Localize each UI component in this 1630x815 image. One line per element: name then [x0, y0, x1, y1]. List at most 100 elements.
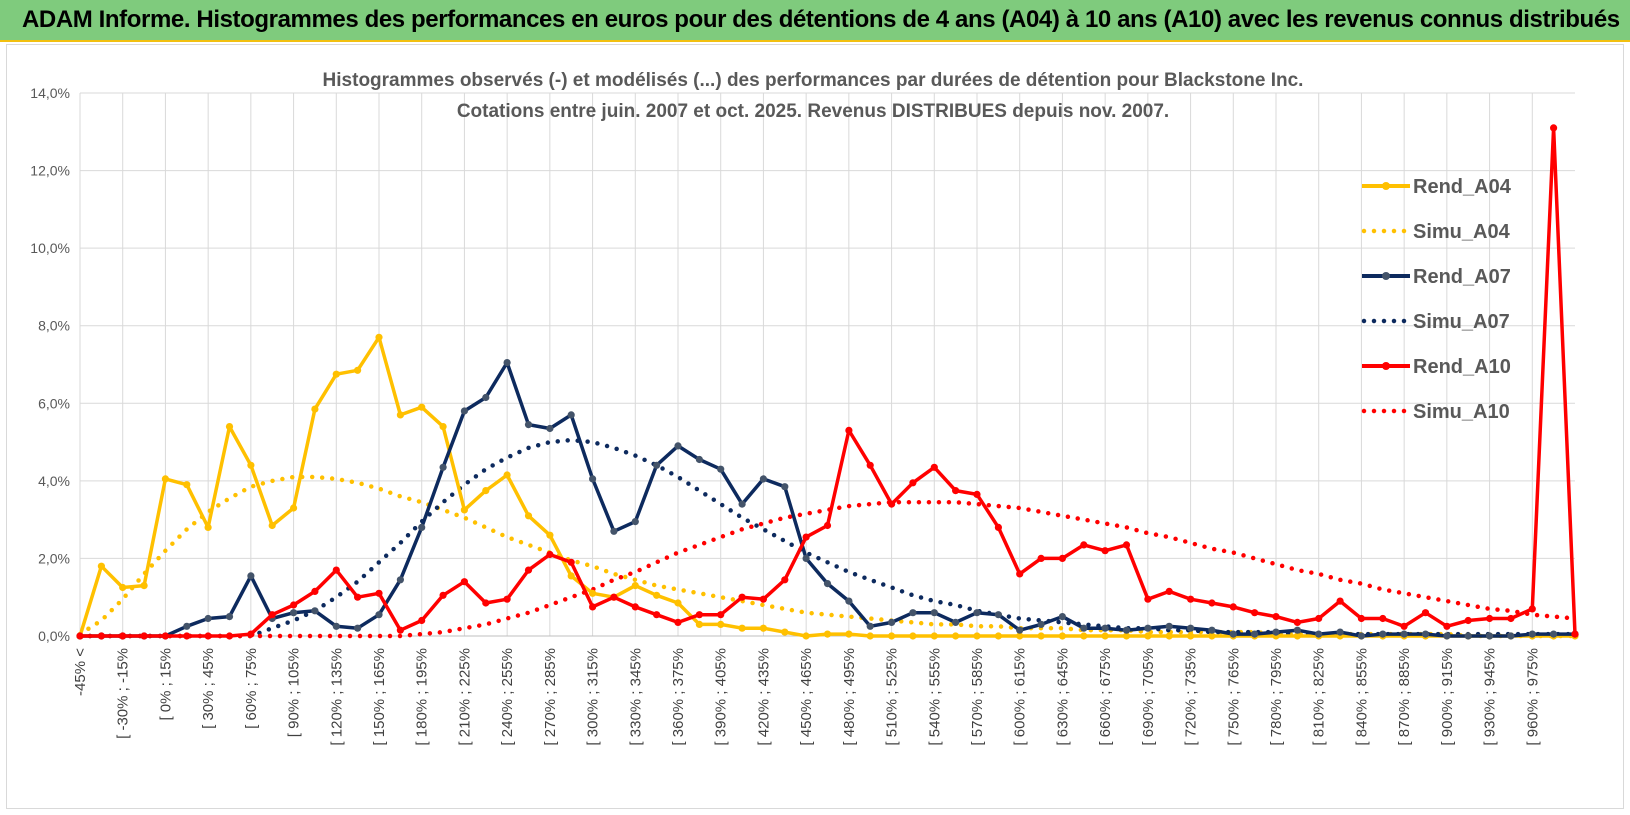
data-point [1421, 609, 1430, 617]
data-point [1550, 124, 1558, 132]
data-point [1165, 587, 1173, 596]
data-point [1080, 624, 1088, 632]
legend-item-simu-a07: Simu_A07 [1361, 311, 1510, 333]
data-point [225, 613, 234, 621]
data-point [1122, 626, 1131, 634]
data-point [674, 618, 682, 627]
data-point [1058, 613, 1066, 621]
data-point [994, 523, 1003, 532]
data-point [1336, 597, 1344, 605]
data-point [973, 490, 981, 498]
data-point [1251, 609, 1259, 617]
data-point [439, 591, 447, 599]
chart-frame [6, 44, 1624, 809]
data-point [952, 632, 960, 640]
data-point [589, 589, 597, 597]
x-tick-label: [ 690% ; 705% [1140, 648, 1157, 746]
data-point [332, 370, 340, 378]
data-point [1037, 632, 1045, 640]
legend-item-rend-a04: Rend_A04 [1362, 176, 1512, 198]
x-tick-label: [ 960% ; 975% [1524, 648, 1541, 746]
data-point [439, 463, 447, 471]
data-point [717, 465, 725, 473]
legend-label: Simu_A10 [1413, 401, 1510, 423]
legend-item-rend-a10: Rend_A10 [1362, 356, 1511, 378]
data-point [119, 632, 127, 640]
x-tick-label: [ 270% ; 285% [542, 648, 559, 746]
data-point [738, 500, 746, 508]
data-point [973, 609, 981, 617]
data-point [1101, 547, 1109, 555]
data-point [396, 411, 404, 419]
data-point [589, 475, 597, 483]
data-point [524, 421, 533, 429]
data-point [503, 595, 511, 603]
data-point [1016, 632, 1024, 640]
data-point [204, 614, 212, 623]
data-point [930, 463, 938, 471]
data-point [695, 611, 704, 619]
data-point [1187, 595, 1195, 603]
x-tick-label: [ 150% ; 165% [371, 648, 388, 746]
data-point [781, 628, 789, 636]
x-tick-label: [ 600% ; 615% [1012, 648, 1029, 746]
data-point [994, 611, 1003, 619]
x-tick-label: [ 30% ; 45% [200, 648, 217, 729]
data-point [1464, 632, 1472, 640]
data-point [1315, 630, 1323, 638]
legend-item-simu-a04: Simu_A04 [1361, 221, 1511, 243]
data-point [332, 566, 340, 574]
series-line-rend-a04 [78, 335, 1575, 638]
data-point [503, 359, 511, 367]
data-point [845, 630, 853, 638]
data-point [290, 601, 298, 609]
data-point [653, 591, 661, 599]
legend-label: Rend_A10 [1413, 356, 1511, 378]
data-point [1229, 603, 1237, 611]
data-point [610, 593, 618, 601]
data-point [204, 632, 212, 640]
legend-item-rend-a07: Rend_A07 [1362, 266, 1511, 288]
data-point [888, 618, 896, 627]
data-point [589, 603, 597, 611]
data-point [802, 632, 810, 640]
data-point [1507, 614, 1515, 623]
data-point [1016, 570, 1024, 578]
data-point [1528, 630, 1536, 638]
legend-marker [1382, 182, 1390, 190]
legend-label: Simu_A04 [1413, 221, 1511, 243]
data-point [631, 518, 639, 526]
data-point [1058, 554, 1066, 563]
x-tick-label: [ 120% ; 135% [328, 648, 345, 746]
series-line-simu-a10 [77, 499, 1578, 639]
data-point [631, 603, 639, 611]
x-tick-label: [ 90% ; 105% [286, 648, 303, 737]
data-point [823, 630, 832, 638]
data-point [503, 471, 511, 479]
data-point [845, 426, 853, 434]
data-point [290, 504, 298, 512]
data-point [781, 576, 789, 584]
x-tick-label: [ 510% ; 525% [884, 648, 901, 746]
data-point [375, 589, 383, 597]
data-point [930, 632, 938, 640]
data-point [311, 607, 319, 615]
data-point [567, 411, 575, 419]
data-point [375, 611, 383, 619]
data-point [1486, 614, 1494, 623]
y-tick-label: 14,0% [30, 85, 70, 101]
data-point [1336, 628, 1344, 636]
data-point [1464, 616, 1472, 625]
chart-grid [79, 92, 1575, 637]
data-point [482, 487, 490, 495]
data-point [866, 632, 874, 640]
data-point [439, 423, 447, 431]
x-tick-label: [ 870% ; 885% [1396, 648, 1413, 746]
data-point [1080, 541, 1088, 549]
data-point [524, 512, 533, 520]
data-point [1144, 595, 1152, 603]
x-tick-label: [ 420% ; 435% [755, 648, 772, 746]
data-point [888, 632, 896, 640]
data-point [1165, 632, 1173, 640]
